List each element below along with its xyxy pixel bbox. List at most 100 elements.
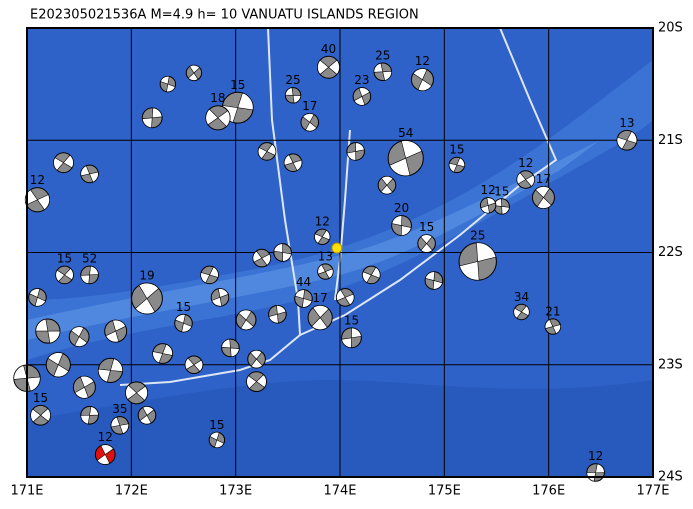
beachball [247, 349, 266, 369]
depth-label: 25 [285, 73, 300, 87]
depth-label: 15 [176, 300, 191, 314]
lat-label: 24S [658, 470, 683, 485]
beachball-dilatation [412, 68, 433, 91]
beachball [516, 170, 536, 189]
beachball-dilatation [616, 131, 638, 150]
beachball-dilatation [211, 288, 229, 307]
lon-label: 172E [115, 484, 148, 499]
lon-label: 174E [323, 484, 356, 499]
beachball [252, 248, 272, 268]
beachball [273, 243, 292, 262]
depth-label: 15 [419, 220, 434, 234]
beachball [284, 87, 302, 104]
lon-label: 175E [428, 484, 461, 499]
lon-label: 176E [532, 484, 565, 499]
depth-label: 15 [449, 143, 464, 157]
beachball [391, 215, 412, 236]
beachball-dilatation [29, 288, 46, 307]
lon-label: 177E [636, 484, 669, 499]
beachball [125, 381, 149, 405]
beachball-dilatation [200, 266, 219, 284]
beachball-dilatation [448, 157, 465, 173]
depth-label: 15 [230, 78, 245, 92]
depth-label: 34 [514, 290, 529, 304]
depth-label: 19 [139, 269, 154, 283]
depth-label: 40 [321, 42, 336, 56]
beachball [283, 153, 303, 172]
depth-label: 25 [470, 228, 485, 242]
beachball-dilatation [80, 265, 99, 285]
depth-label: 23 [354, 73, 369, 87]
beachball [410, 68, 434, 92]
depth-label: 25 [375, 48, 390, 62]
beachball-dilatation [346, 142, 365, 161]
beachball [97, 357, 124, 383]
beachball-dilatation [70, 326, 88, 347]
beachball-dilatation [341, 327, 362, 349]
beachball [257, 142, 277, 161]
beachball-dilatation [174, 314, 193, 333]
beachball-dilatation [30, 408, 51, 423]
beachball-dilatation [74, 375, 95, 399]
beachball [458, 242, 497, 281]
beachball-dilatation [96, 444, 114, 465]
beachball [28, 288, 47, 307]
beachball-dilatation [160, 76, 176, 93]
beachball [159, 75, 177, 93]
beachball [317, 263, 334, 280]
beachball-dilatation [142, 107, 163, 129]
beachball [616, 129, 638, 151]
lat-label: 20S [658, 21, 683, 36]
lat-label: 23S [658, 357, 683, 372]
beachball-dilatation [250, 350, 263, 369]
beachball [185, 64, 203, 82]
depth-label: 15 [209, 418, 224, 432]
beachball-dilatation [205, 108, 231, 127]
depth-label: 12 [415, 54, 430, 68]
depth-label: 15 [344, 313, 359, 327]
beachball-dilatation [125, 384, 148, 401]
beachball-dilatation [209, 431, 225, 448]
beachball [493, 198, 510, 215]
map-frame [26, 27, 654, 478]
beachball-dilatation [110, 416, 129, 434]
depth-label: 12 [98, 430, 113, 444]
depth-label: 18 [210, 91, 225, 105]
beachball-dilatation [317, 264, 334, 279]
beachball [205, 105, 231, 131]
beachball-dilatation [184, 357, 204, 372]
beachball [346, 142, 365, 161]
depth-label: 15 [57, 252, 72, 266]
beachball-dilatation [152, 343, 173, 364]
beachball-dilatation [516, 172, 535, 187]
beachball-dilatation [268, 305, 287, 324]
beachball [221, 338, 240, 358]
beachball [55, 265, 74, 285]
beachball-dilatation [311, 305, 330, 330]
beachball [110, 416, 130, 435]
depth-label: 52 [82, 252, 97, 266]
beachball-dilatation [47, 352, 70, 378]
beachball [294, 289, 313, 308]
lon-label: 171E [10, 484, 43, 499]
title: E202305021536A M=4.9 h= 10 VANUATU ISLAN… [30, 8, 419, 23]
beachball [210, 288, 230, 307]
beachball [544, 318, 562, 335]
beachball [513, 303, 530, 321]
depth-label: 12 [588, 449, 603, 463]
beachball-dilatation [273, 243, 292, 262]
depth-label: 17 [302, 99, 317, 113]
beachball-dilatation [55, 268, 74, 282]
depth-label: 35 [112, 402, 127, 416]
beachball-dilatation [285, 87, 302, 104]
beachball [80, 405, 99, 425]
beachball [184, 355, 204, 375]
beachball [307, 305, 333, 331]
depth-label: 12 [518, 156, 533, 170]
beachball [417, 234, 436, 253]
depth-label: 15 [494, 184, 509, 198]
beachball-dilatation [336, 289, 355, 306]
depth-label: 54 [398, 126, 413, 140]
beachball [45, 352, 71, 378]
beachball-dilatation [238, 309, 254, 331]
